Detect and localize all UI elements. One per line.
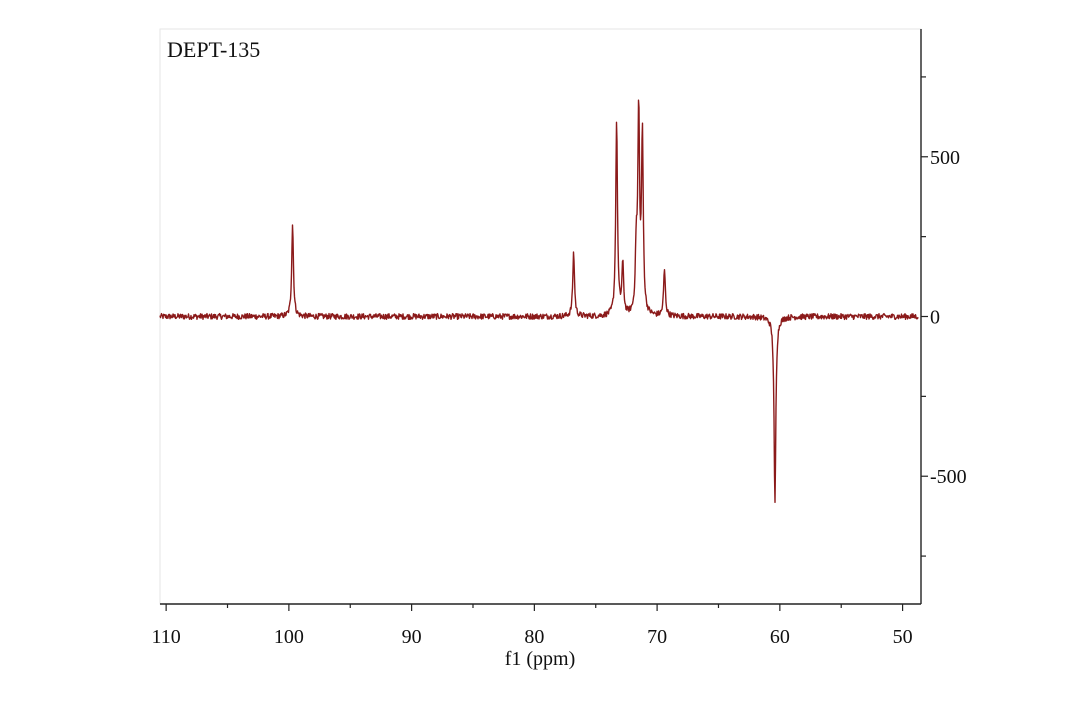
- x-axis-ticks: 110 100 90 80 70 60 50: [152, 604, 913, 648]
- x-tick-label: 70: [647, 626, 667, 648]
- y-tick-label: 500: [930, 147, 960, 169]
- y-tick-label: 0: [930, 307, 940, 329]
- x-tick-label: 100: [274, 626, 304, 648]
- y-axis-ticks: 500 0 -500: [921, 76, 967, 557]
- x-tick-label: 60: [770, 626, 790, 648]
- x-tick-label: 50: [893, 626, 913, 648]
- x-tick-label: 90: [402, 626, 422, 648]
- x-tick-label: 80: [524, 626, 544, 648]
- chart-title: DEPT-135: [167, 37, 260, 62]
- spectrum-line: [159, 99, 919, 504]
- x-axis-title: f1 (ppm): [505, 648, 576, 670]
- y-tick-label: -500: [930, 466, 967, 488]
- x-tick-label: 110: [152, 626, 181, 648]
